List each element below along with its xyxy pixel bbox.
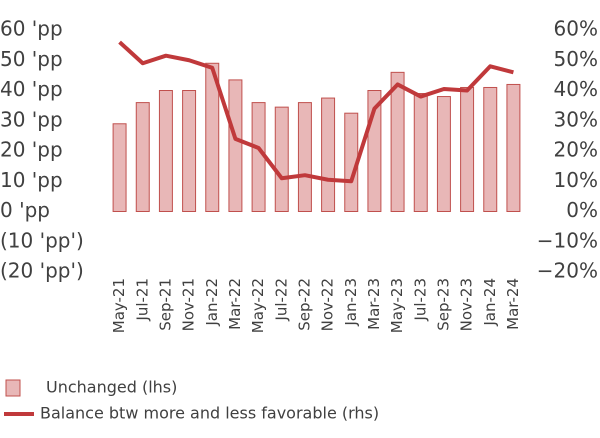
y-tick-label: 50 'pp (0, 47, 63, 71)
legend-swatch (5, 379, 21, 397)
bar (297, 102, 312, 212)
y2-tick-label: −10% (537, 228, 598, 252)
bar (460, 86, 475, 212)
y-tick-label: 10 'pp (0, 168, 63, 192)
bar (228, 79, 243, 212)
x-tick-label: May-22 (249, 278, 267, 333)
bar (321, 97, 336, 212)
x-tick-label: Nov-23 (458, 278, 476, 331)
x-tick-label: Jul-21 (133, 278, 151, 322)
x-tick-label: Mar-23 (365, 278, 383, 330)
x-tick-label: Sep-23 (434, 278, 452, 331)
x-tick-label: May-23 (388, 278, 406, 333)
bar (483, 86, 498, 212)
x-tick-label: Jan-24 (481, 278, 499, 327)
x-tick-label: Jul-22 (272, 278, 290, 322)
y2-tick-label: 30% (554, 107, 598, 131)
y2-tick-label: 0% (566, 198, 598, 222)
x-tick-label: Nov-21 (180, 278, 198, 331)
y2-tick-label: 60% (554, 17, 598, 41)
x-tick-label: Nov-22 (319, 278, 337, 331)
y2-tick-label: 50% (554, 47, 598, 71)
bar (112, 123, 127, 212)
y2-tick-label: −20% (537, 259, 598, 283)
bar (436, 96, 451, 212)
bar (182, 90, 197, 212)
y2-tick-label: 20% (554, 138, 598, 162)
bar (274, 106, 289, 212)
line (118, 40, 514, 184)
x-tick-label: Sep-22 (295, 278, 313, 331)
x-tick-label: Jul-23 (411, 278, 429, 322)
y-tick-label: 20 'pp (0, 138, 63, 162)
bar (158, 90, 173, 212)
x-tick-label: Jan-22 (203, 278, 221, 327)
y-tick-label: (20 'pp') (0, 259, 84, 283)
y-tick-label: 60 'pp (0, 17, 63, 41)
bar (135, 102, 150, 212)
bar (413, 93, 428, 212)
x-tick-label: Mar-24 (504, 278, 522, 330)
legend-label: Balance btw more and less favorable (rhs… (40, 404, 379, 423)
y2-tick-label: 10% (554, 168, 598, 192)
bar (205, 62, 220, 213)
y-tick-label: 30 'pp (0, 107, 63, 131)
bar (390, 71, 405, 212)
x-tick-label: Mar-22 (226, 278, 244, 330)
y-tick-label: 0 'pp (0, 198, 50, 222)
x-tick-label: Jan-23 (342, 278, 360, 327)
y2-tick-label: 40% (554, 77, 598, 101)
legend-label: Unchanged (lhs) (46, 378, 177, 397)
y-tick-label: 40 'pp (0, 77, 63, 101)
y-tick-label: (10 'pp') (0, 228, 84, 252)
bar (506, 83, 521, 212)
x-tick-label: May-21 (110, 278, 128, 333)
x-tick-label: Sep-21 (156, 278, 174, 331)
